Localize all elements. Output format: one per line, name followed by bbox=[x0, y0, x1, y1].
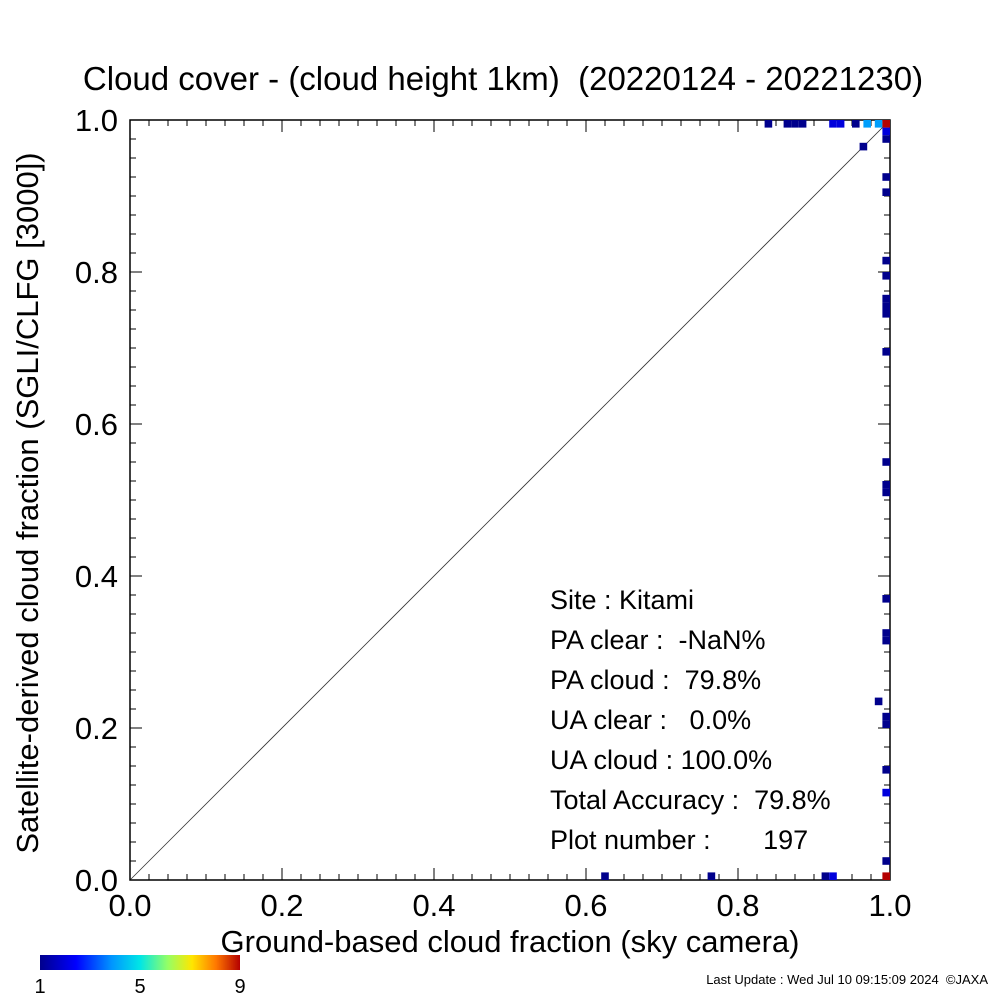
data-cell bbox=[882, 120, 890, 128]
data-cell bbox=[882, 294, 890, 303]
stats-ua-clear: UA clear : 0.0% bbox=[550, 705, 751, 735]
data-cell bbox=[882, 458, 890, 466]
data-cell bbox=[882, 127, 890, 136]
data-cell bbox=[836, 120, 845, 128]
y-tick-label: 0.0 bbox=[75, 863, 118, 898]
data-cell bbox=[882, 872, 890, 880]
data-cell bbox=[882, 302, 890, 310]
x-tick-label: 0.4 bbox=[412, 888, 455, 923]
stats-panel: Site : Kitami PA clear : -NaN% PA cloud … bbox=[550, 585, 831, 855]
colorbar-gradient bbox=[40, 955, 240, 970]
data-cells bbox=[601, 120, 890, 880]
x-tick-labels: 0.0 0.2 0.4 0.6 0.8 1.0 bbox=[108, 888, 911, 923]
data-cell bbox=[829, 120, 837, 128]
x-tick-label: 0.6 bbox=[564, 888, 607, 923]
y-tick-label: 0.2 bbox=[75, 711, 118, 746]
x-tick-label: 0.8 bbox=[716, 888, 759, 923]
data-cell bbox=[882, 636, 890, 645]
data-cell bbox=[882, 310, 890, 318]
data-cell bbox=[882, 481, 890, 489]
data-cell bbox=[791, 120, 799, 128]
y-tick-label: 0.4 bbox=[75, 559, 118, 594]
data-cell bbox=[852, 120, 860, 128]
data-cell bbox=[882, 720, 890, 728]
stats-total-accuracy: Total Accuracy : 79.8% bbox=[550, 785, 831, 815]
stats-pa-clear: PA clear : -NaN% bbox=[550, 625, 766, 655]
x-axis-label: Ground-based cloud fraction (sky camera) bbox=[221, 924, 800, 959]
y-tick-labels: 0.0 0.2 0.4 0.6 0.8 1.0 bbox=[75, 103, 118, 898]
data-cell bbox=[882, 173, 890, 181]
data-cell bbox=[882, 188, 890, 196]
stats-pa-cloud: PA cloud : 79.8% bbox=[550, 665, 761, 695]
data-cell bbox=[882, 256, 890, 265]
data-cell bbox=[882, 766, 890, 774]
colorbar-tick-label: 5 bbox=[134, 976, 145, 998]
data-cell bbox=[882, 857, 890, 865]
data-cell bbox=[882, 595, 890, 603]
colorbar-tick-label: 9 bbox=[234, 976, 245, 998]
data-cell bbox=[882, 272, 890, 280]
diagonal-reference-line bbox=[129, 119, 891, 881]
data-cell bbox=[874, 120, 883, 128]
data-cell bbox=[859, 142, 868, 151]
data-cell bbox=[882, 135, 890, 143]
data-cell bbox=[882, 348, 890, 356]
data-cell bbox=[882, 712, 890, 721]
stats-plot-number: Plot number : 197 bbox=[550, 825, 808, 855]
x-tick-label: 0.0 bbox=[108, 888, 151, 923]
y-tick-label: 0.6 bbox=[75, 407, 118, 442]
data-cell bbox=[783, 120, 792, 128]
data-cell bbox=[874, 697, 883, 706]
stats-site: Site : Kitami bbox=[550, 585, 694, 615]
colorbar-tick-label: 1 bbox=[34, 976, 45, 998]
y-tick-label: 0.8 bbox=[75, 255, 118, 290]
data-cell bbox=[882, 788, 890, 797]
data-cell bbox=[863, 120, 871, 128]
data-cell bbox=[798, 120, 807, 128]
data-cell bbox=[829, 872, 837, 880]
data-cell bbox=[707, 872, 716, 880]
data-cell bbox=[882, 629, 890, 637]
y-axis-label: Satellite-derived cloud fraction (SGLI/C… bbox=[10, 152, 45, 853]
colorbar: 1 5 9 bbox=[34, 955, 246, 998]
data-cell bbox=[764, 120, 773, 128]
y-tick-label: 1.0 bbox=[75, 103, 118, 138]
stats-ua-cloud: UA cloud : 100.0% bbox=[550, 745, 772, 775]
data-cell bbox=[821, 872, 830, 880]
data-cell bbox=[601, 872, 609, 880]
data-cell bbox=[882, 488, 890, 497]
x-tick-label: 1.0 bbox=[868, 888, 911, 923]
x-tick-label: 0.2 bbox=[260, 888, 303, 923]
chart-title: Cloud cover - (cloud height 1km) (202201… bbox=[83, 60, 923, 97]
last-update-footer: Last Update : Wed Jul 10 09:15:09 2024 ©… bbox=[706, 972, 988, 987]
